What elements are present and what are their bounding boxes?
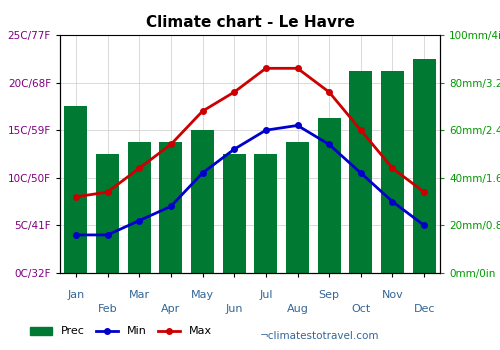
Bar: [318, 118, 340, 273]
Text: Jul: Jul: [259, 290, 272, 300]
Bar: [128, 142, 150, 273]
Bar: [413, 59, 436, 273]
Text: Jan: Jan: [67, 290, 84, 300]
Text: May: May: [191, 290, 214, 300]
Text: Oct: Oct: [351, 303, 370, 314]
Legend: Prec, Min, Max: Prec, Min, Max: [26, 322, 217, 341]
Bar: [286, 142, 309, 273]
Text: Dec: Dec: [414, 303, 435, 314]
Text: Aug: Aug: [286, 303, 308, 314]
Title: Climate chart - Le Havre: Climate chart - Le Havre: [146, 15, 354, 30]
Bar: [96, 154, 119, 273]
Text: Sep: Sep: [318, 290, 340, 300]
Bar: [191, 130, 214, 273]
Bar: [381, 71, 404, 273]
Text: Nov: Nov: [382, 290, 404, 300]
Text: Jun: Jun: [226, 303, 243, 314]
Bar: [350, 71, 372, 273]
Text: ¬climatestotravel.com: ¬climatestotravel.com: [260, 331, 380, 341]
Bar: [254, 154, 277, 273]
Bar: [64, 106, 87, 273]
Text: Feb: Feb: [98, 303, 117, 314]
Bar: [160, 142, 182, 273]
Bar: [223, 154, 246, 273]
Text: Apr: Apr: [161, 303, 180, 314]
Text: Mar: Mar: [128, 290, 150, 300]
